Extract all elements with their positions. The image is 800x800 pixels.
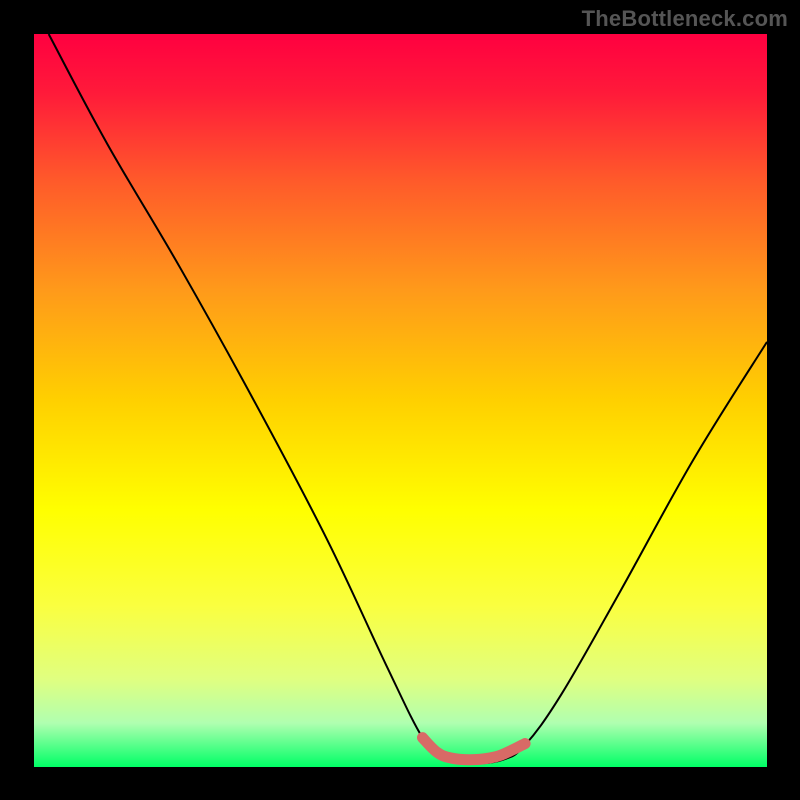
plot-area (34, 34, 767, 767)
chart-container: TheBottleneck.com (0, 0, 800, 800)
plot-svg (34, 34, 767, 767)
watermark-text: TheBottleneck.com (582, 6, 788, 32)
gradient-background (34, 34, 767, 767)
